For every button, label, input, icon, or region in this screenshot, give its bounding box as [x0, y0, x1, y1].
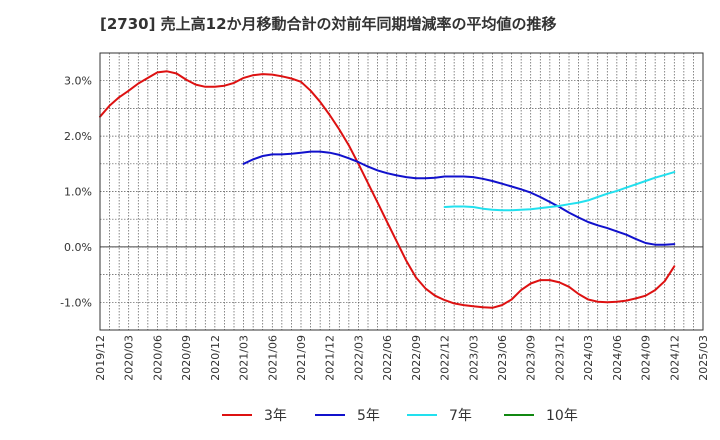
- legend-label: 10年: [546, 408, 578, 424]
- x-tick-label: 2022/06: [381, 335, 394, 381]
- x-tick-label: 2022/03: [352, 335, 365, 381]
- tick-layer: -1.0% 0.0% 1.0% 2.0% 3.0% 2019/12 2020/03 2020/…: [60, 75, 710, 381]
- legend-label: 7年: [449, 408, 472, 424]
- x-tick-label: 2020/12: [209, 335, 222, 381]
- y-tick-label: 0.0%: [64, 241, 92, 254]
- x-tick-label: 2021/12: [324, 335, 337, 381]
- x-tick-label: 2020/09: [180, 335, 193, 381]
- x-tick-label: 2022/12: [439, 335, 452, 381]
- series-layer: [99, 70, 676, 309]
- x-tick-label: 2019/12: [94, 335, 107, 381]
- legend-label: 3年: [264, 408, 287, 424]
- x-tick-label: 2023/06: [496, 335, 509, 381]
- y-tick-label: 3.0%: [64, 75, 92, 88]
- x-tick-label: 2020/03: [123, 335, 136, 381]
- x-tick-label: 2022/09: [410, 335, 423, 381]
- x-tick-label: 2024/09: [640, 335, 653, 381]
- series-line-1: [99, 70, 676, 309]
- x-tick-label: 2023/09: [525, 335, 538, 381]
- x-tick-label: 2024/06: [611, 335, 624, 381]
- y-tick-label: 2.0%: [64, 130, 92, 143]
- legend-label: 5年: [357, 408, 380, 424]
- x-tick-label: 2025/03: [697, 335, 710, 381]
- x-tick-label: 2021/06: [266, 335, 279, 381]
- x-tick-label: 2023/03: [467, 335, 480, 381]
- x-tick-label: 2021/03: [238, 335, 251, 381]
- chart-title: [2730] 売上高12か月移動合計の対前年同期増減率の平均値の推移: [100, 15, 557, 33]
- legend: 3年 5年 7年 10年: [222, 408, 578, 424]
- x-tick-label: 2021/09: [295, 335, 308, 381]
- series-line-2: [242, 150, 676, 246]
- x-tick-label: 2024/12: [668, 335, 681, 381]
- plot-frame: [99, 52, 704, 331]
- series-line-3: [443, 171, 676, 212]
- x-tick-label: 2024/03: [582, 335, 595, 381]
- y-tick-label: 1.0%: [64, 186, 92, 199]
- y-tick-label: -1.0%: [60, 296, 92, 309]
- x-tick-label: 2020/06: [151, 335, 164, 381]
- x-tick-label: 2023/12: [553, 335, 566, 381]
